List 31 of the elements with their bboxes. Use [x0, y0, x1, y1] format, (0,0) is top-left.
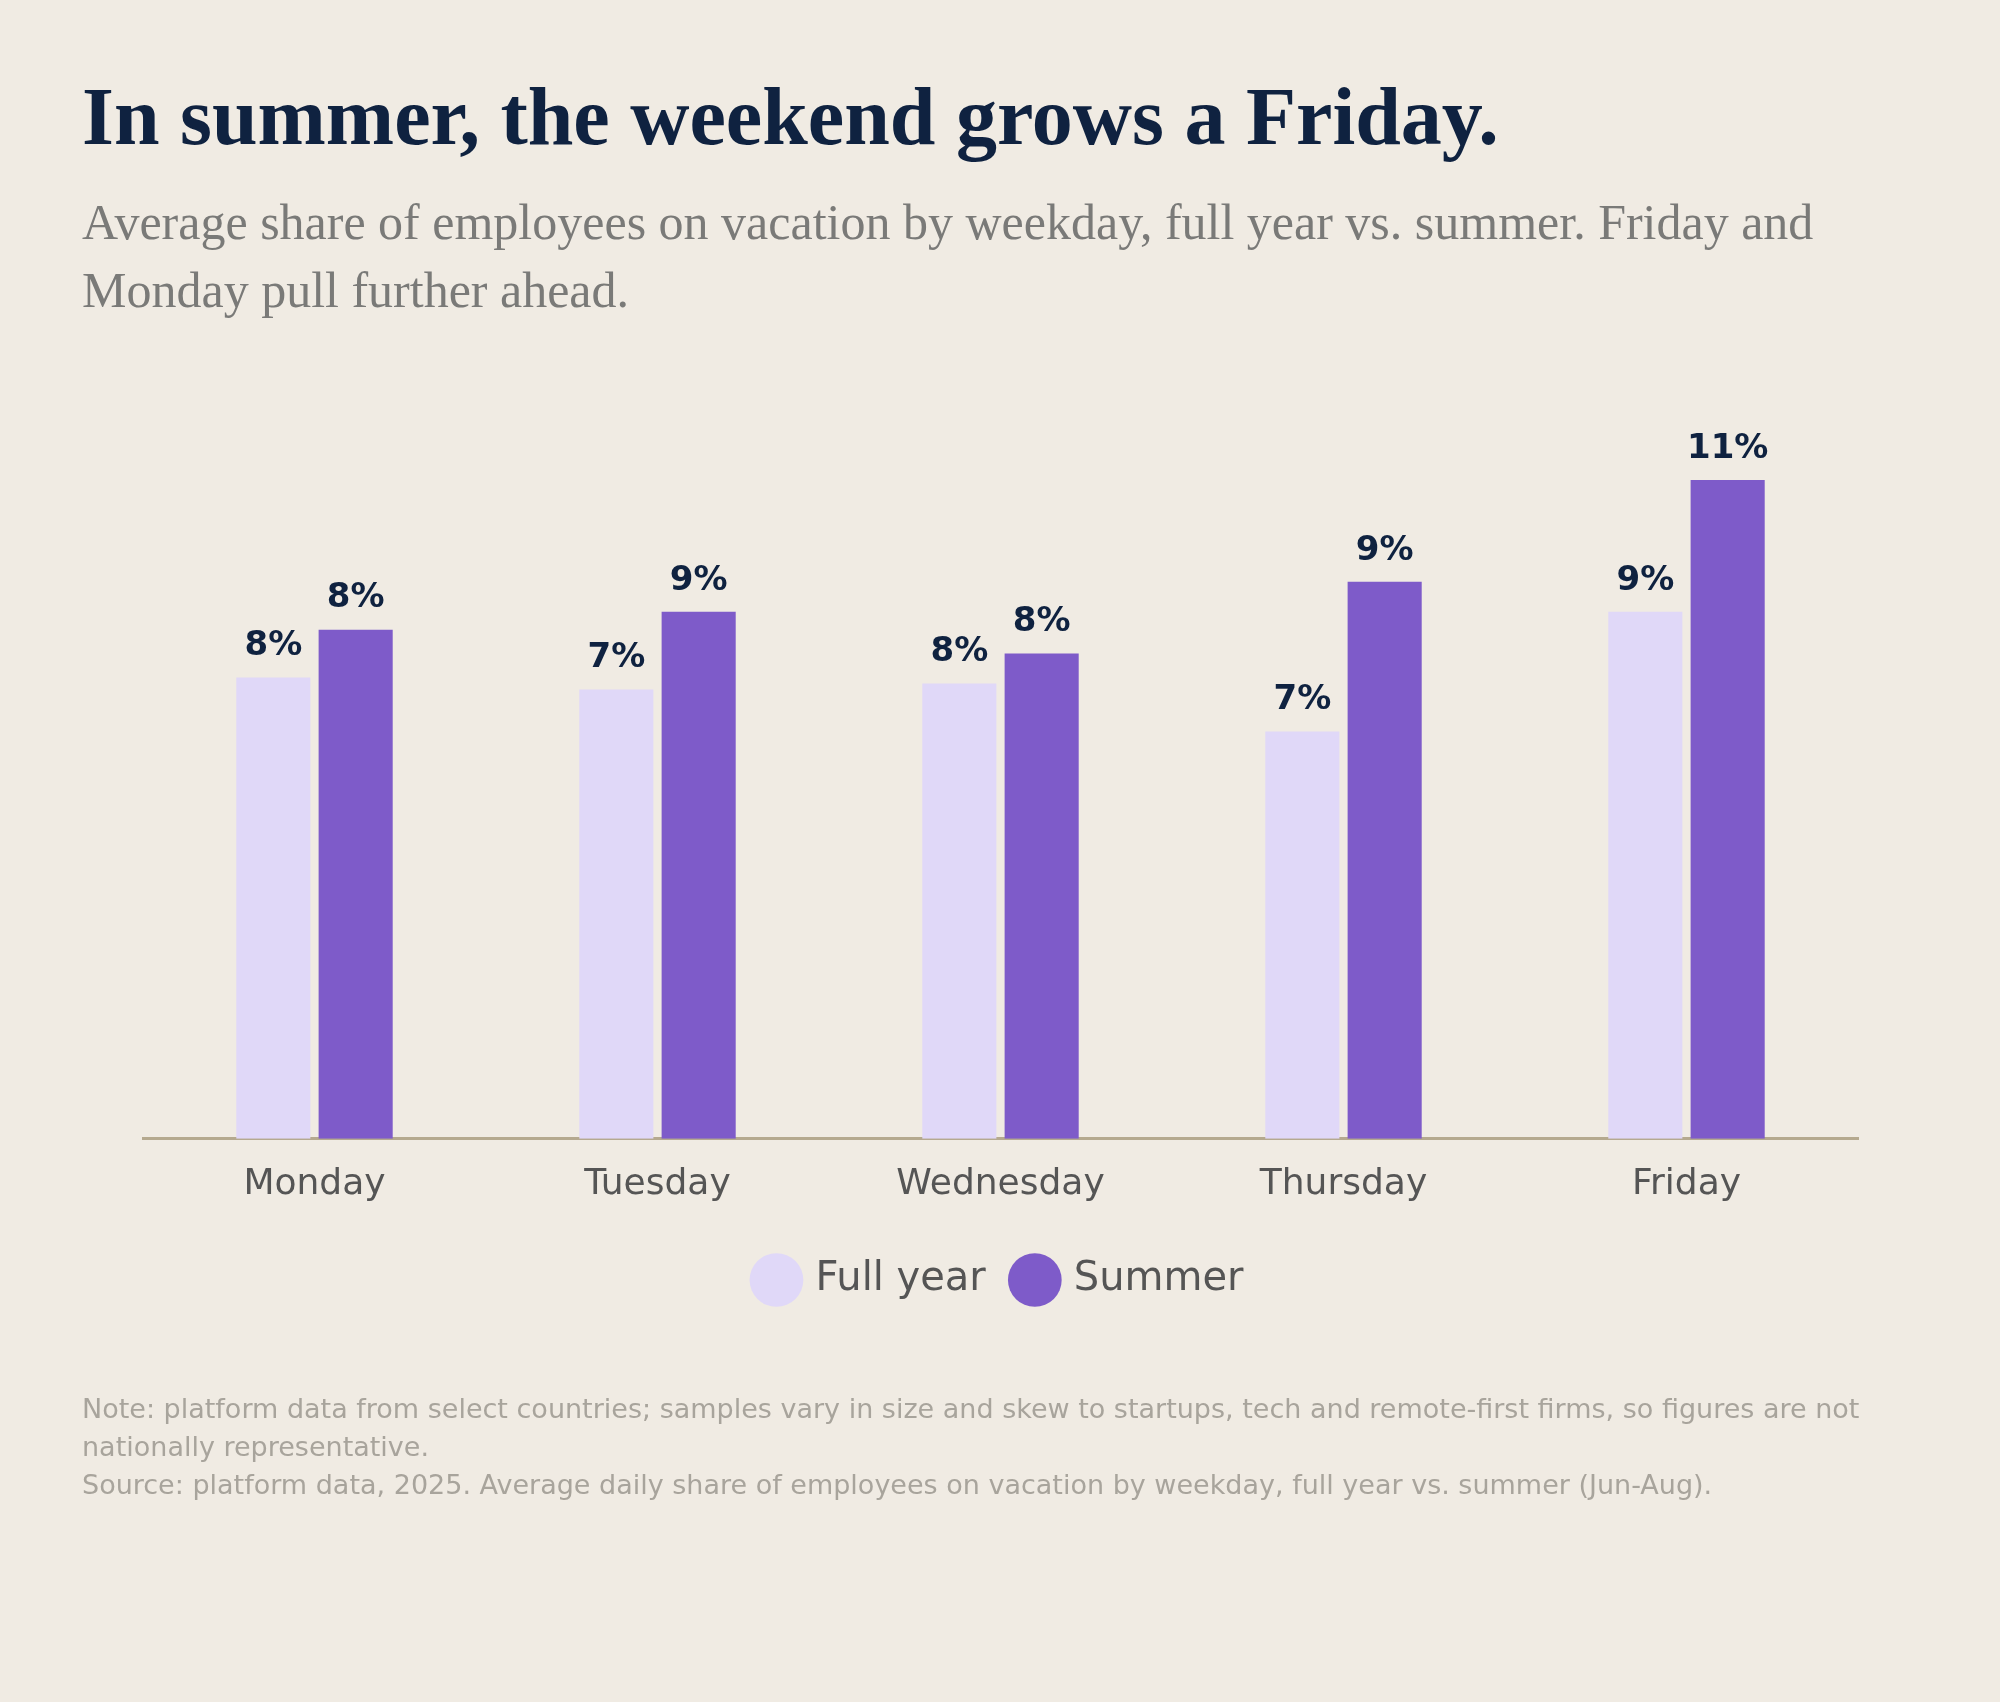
text: Note: platform data from select countries; samples vary in size and skew to startups, tech and remote-first firms, so figures are not nationally representative. [82, 1392, 1861, 1464]
bar [1265, 731, 1340, 1139]
chart-subtitle: Average share of employees on vacation by weekday, full year vs. summer. Friday and Monday pull further ahead. [82, 193, 1815, 320]
chart-title: In summer, the weekend grows a Friday. [82, 70, 1499, 164]
x-tick-label: Friday [1631, 1160, 1742, 1202]
data-label: 7% [587, 635, 646, 676]
bar [1608, 611, 1683, 1139]
data-label: 8% [326, 575, 385, 616]
bar [1347, 581, 1422, 1139]
x-tick-label: Tuesday [583, 1160, 731, 1202]
bar [236, 677, 311, 1139]
bar [661, 611, 736, 1139]
bar [922, 683, 997, 1139]
data-label: 8% [244, 623, 303, 664]
data-label: 9% [1616, 557, 1675, 598]
bar [1004, 653, 1079, 1139]
bar [579, 689, 654, 1139]
legend-label: Summer [1073, 1253, 1245, 1300]
data-label: 11% [1686, 425, 1769, 466]
data-label: 8% [930, 629, 989, 670]
legend-label: Full year [815, 1253, 987, 1300]
data-label: 8% [1012, 599, 1071, 640]
bar [1690, 479, 1765, 1139]
x-tick-label: Thursday [1258, 1160, 1428, 1202]
data-label: 9% [1355, 527, 1414, 568]
x-tick-label: Monday [243, 1160, 386, 1202]
data-label: 7% [1273, 677, 1332, 718]
bar [318, 629, 393, 1139]
data-label: 9% [669, 557, 728, 598]
source-note: Source: platform data, 2025. Average daily share of employees on vacation by weekday, full year vs. summer (Jun-Aug). [82, 1468, 1714, 1502]
x-tick-label: Wednesday [896, 1160, 1105, 1202]
